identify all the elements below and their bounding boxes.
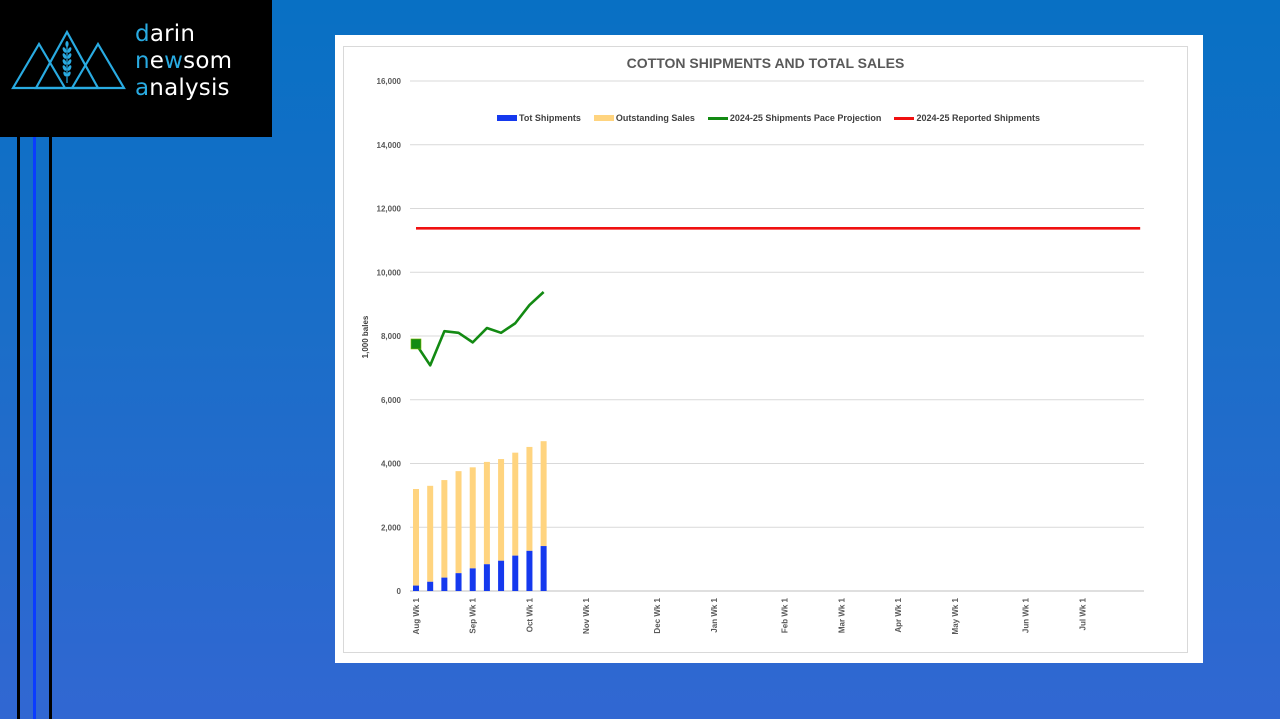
bar-tot-shipments [526, 550, 533, 591]
bar-tot-shipments [512, 555, 519, 591]
y-tick-label: 16,000 [377, 77, 402, 86]
bar-tot-shipments [498, 560, 505, 591]
y-tick-label: 2,000 [381, 523, 402, 532]
y-tick-label: 6,000 [381, 396, 402, 405]
legend-item-pace-projection: 2024-25 Shipments Pace Projection [707, 113, 882, 123]
y-tick-label: 12,000 [377, 205, 402, 214]
x-tick-label: Sep Wk 1 [469, 597, 478, 633]
legend-label: 2024-25 Shipments Pace Projection [729, 113, 882, 123]
brand-name: darin newsom analysis [135, 21, 232, 102]
bar-outstanding-sales [455, 471, 462, 574]
bar-outstanding-sales [413, 489, 419, 586]
x-tick-label: Aug Wk 1 [412, 597, 421, 634]
chart-title: COTTON SHIPMENTS AND TOTAL SALES [626, 55, 905, 71]
legend-swatch-outstanding-sales [593, 115, 614, 121]
decor-stripe-black-1 [17, 137, 20, 719]
legend-swatch-tot-shipments [497, 115, 517, 121]
legend-item-reported-shipments: 2024-25 Reported Shipments [894, 113, 1040, 123]
legend-label: Tot Shipments [519, 113, 581, 123]
bar-tot-shipments [469, 568, 476, 591]
brand-line-1: darin [135, 21, 196, 47]
x-tick-label: Jan Wk 1 [710, 597, 719, 632]
chart-area-border [343, 46, 1188, 653]
brand-line-2: newsom [135, 48, 233, 74]
bar-tot-shipments [455, 573, 462, 591]
mountains-wheat-icon [11, 29, 126, 90]
bar-outstanding-sales [427, 485, 434, 582]
x-tick-label: Apr Wk 1 [894, 597, 903, 632]
bar-outstanding-sales [540, 441, 547, 547]
decor-stripe-black-2 [49, 137, 52, 719]
y-tick-label: 0 [397, 587, 402, 596]
x-tick-label: Feb Wk 1 [781, 597, 790, 633]
bar-outstanding-sales [441, 480, 448, 578]
legend-item-tot-shipments: Tot Shipments [497, 113, 581, 123]
brand-logo: darin newsom analysis [0, 0, 272, 137]
y-axis-label: 1,000 bales [361, 315, 370, 358]
x-tick-label: May Wk 1 [951, 597, 960, 634]
bar-tot-shipments [413, 585, 419, 591]
line-pace-projection [414, 291, 545, 367]
y-tick-label: 8,000 [381, 332, 402, 341]
legend-swatch-pace-projection [707, 116, 728, 120]
bar-outstanding-sales [512, 452, 519, 556]
legend-label: 2024-25 Reported Shipments [916, 113, 1040, 123]
legend-item-outstanding-sales: Outstanding Sales [593, 113, 695, 123]
bar-outstanding-sales [526, 446, 533, 551]
bar-tot-shipments [427, 581, 434, 591]
pace-projection-start-marker [410, 338, 422, 350]
y-tick-label: 4,000 [381, 460, 402, 469]
x-tick-label: Mar Wk 1 [837, 597, 846, 633]
bar-tot-shipments [540, 546, 547, 591]
x-tick-label: Oct Wk 1 [525, 597, 534, 632]
x-tick-label: Jul Wk 1 [1078, 597, 1087, 630]
bar-tot-shipments [441, 577, 448, 591]
chart-panel [335, 35, 1203, 663]
legend-label: Outstanding Sales [615, 113, 695, 123]
bar-tot-shipments [483, 564, 490, 591]
chart-legend: Tot Shipments Outstanding Sales 2024-25 … [497, 112, 1053, 124]
bar-outstanding-sales [483, 461, 490, 565]
y-tick-label: 10,000 [377, 268, 402, 277]
y-tick-label: 14,000 [377, 141, 402, 150]
x-tick-label: Nov Wk 1 [582, 597, 591, 634]
legend-swatch-reported-shipments [894, 116, 915, 120]
x-tick-label: Jun Wk 1 [1022, 597, 1031, 633]
decor-stripe-blue [33, 137, 36, 719]
bar-outstanding-sales [498, 459, 505, 561]
x-tick-label: Dec Wk 1 [653, 597, 662, 633]
brand-line-3: analysis [135, 75, 230, 101]
bar-outstanding-sales [469, 467, 476, 569]
